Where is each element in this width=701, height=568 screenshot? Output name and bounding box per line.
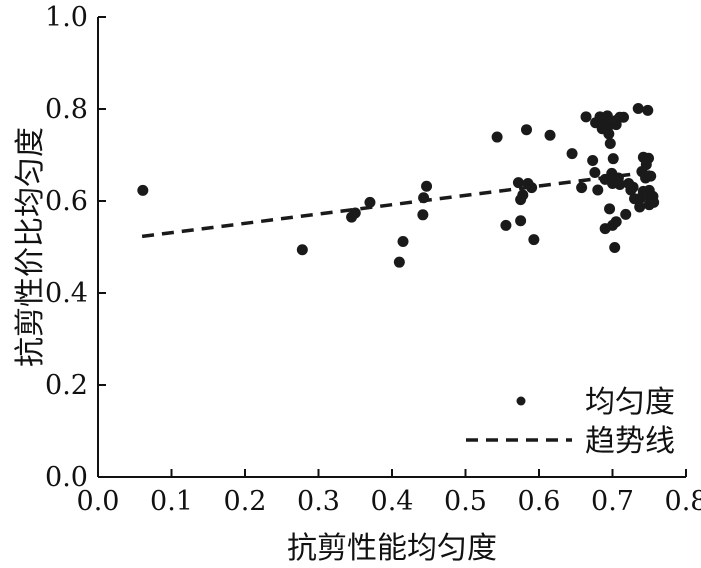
data-point bbox=[580, 111, 592, 123]
x-tick-label: 0.4 bbox=[371, 486, 414, 517]
data-point bbox=[643, 152, 655, 164]
legend: 均匀度 趋势线 bbox=[466, 385, 675, 459]
x-tick-label: 0.1 bbox=[150, 486, 193, 517]
y-tick-label: 0.6 bbox=[45, 186, 88, 217]
data-point bbox=[417, 209, 429, 221]
data-point bbox=[603, 128, 615, 140]
data-point bbox=[632, 103, 644, 115]
data-point bbox=[296, 244, 308, 256]
trend-line bbox=[141, 169, 657, 239]
data-point bbox=[544, 129, 556, 141]
x-tick-label: 0.8 bbox=[665, 486, 701, 517]
y-tick-label: 1.0 bbox=[45, 2, 88, 33]
data-point bbox=[589, 166, 601, 178]
x-tick-label: 0.2 bbox=[224, 486, 267, 517]
data-point bbox=[364, 196, 376, 208]
data-point bbox=[592, 184, 604, 196]
data-point bbox=[607, 153, 619, 165]
data-point bbox=[627, 181, 639, 193]
data-point bbox=[517, 189, 529, 201]
data-point bbox=[349, 207, 361, 219]
data-point bbox=[528, 234, 540, 246]
data-point bbox=[512, 177, 524, 189]
x-tick-label: 0.6 bbox=[518, 486, 561, 517]
data-point bbox=[515, 215, 527, 227]
legend-marker-points bbox=[516, 396, 526, 406]
data-point bbox=[566, 148, 578, 160]
x-tick-label: 0.0 bbox=[77, 486, 120, 517]
data-point bbox=[137, 184, 149, 196]
data-point bbox=[614, 178, 626, 190]
y-tick-label: 0.8 bbox=[45, 94, 88, 125]
data-point bbox=[397, 235, 409, 247]
x-axis-ticks: 0.0 0.1 0.2 0.3 0.4 0.5 0.6 0.7 0.8 bbox=[77, 469, 701, 517]
data-point bbox=[587, 155, 599, 167]
data-point bbox=[634, 201, 646, 213]
data-point bbox=[601, 110, 613, 122]
data-point bbox=[610, 216, 622, 228]
y-tick-label: 0.4 bbox=[45, 278, 88, 309]
data-point bbox=[620, 208, 632, 220]
data-point bbox=[648, 196, 660, 208]
data-point bbox=[526, 182, 538, 194]
x-tick-label: 0.3 bbox=[297, 486, 340, 517]
data-marks bbox=[137, 103, 660, 268]
data-point bbox=[618, 111, 630, 123]
data-point bbox=[642, 104, 654, 116]
data-point bbox=[521, 124, 533, 136]
plot-area: 0.0 0.1 0.2 0.3 0.4 0.5 0.6 0.7 0.8 0.0 0.2 0.4 0.6… bbox=[45, 2, 701, 517]
legend-label-trendline: 趋势线 bbox=[585, 424, 675, 459]
y-axis-title: 抗剪性价比均匀度 bbox=[13, 127, 48, 367]
data-point bbox=[576, 182, 588, 194]
data-point bbox=[491, 131, 503, 143]
data-point bbox=[609, 241, 621, 253]
data-point bbox=[421, 180, 433, 192]
legend-label-points: 均匀度 bbox=[585, 385, 675, 420]
data-point bbox=[604, 138, 616, 149]
data-point bbox=[393, 256, 405, 268]
x-tick-label: 0.7 bbox=[591, 486, 634, 517]
data-point bbox=[604, 203, 616, 215]
data-point bbox=[500, 219, 512, 231]
y-tick-label: 0.0 bbox=[45, 462, 88, 493]
x-axis-title: 抗剪性能均匀度 bbox=[287, 531, 497, 566]
y-tick-label: 0.2 bbox=[45, 370, 88, 401]
y-axis-ticks: 0.0 0.2 0.4 0.6 0.8 1.0 bbox=[45, 2, 106, 493]
x-tick-label: 0.5 bbox=[444, 486, 487, 517]
